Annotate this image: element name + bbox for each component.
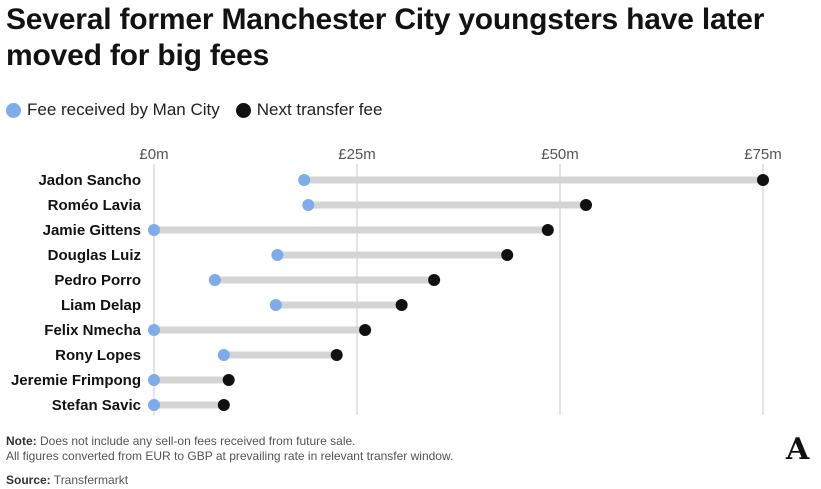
note-text: Does not include any sell-on fees receiv… [36,434,356,448]
next-fee-point [222,374,235,386]
legend-dot-blue [6,102,21,118]
fee-received-point [302,199,315,211]
note-line-2: All figures converted from EUR to GBP at… [6,449,454,463]
footnote: Note: Does not include any sell-on fees … [6,434,453,464]
next-fee-point [757,174,769,186]
chart-legend: Fee received by Man City Next transfer f… [6,98,398,122]
x-tick-label-3: £75m [744,146,782,163]
chart-title: Several former Manchester City youngster… [6,3,765,72]
fee-received-point [208,274,221,286]
legend-dot-black [235,102,251,118]
dumbbell-chart: £0m £25m £50m £75m Jadon Sancho Roméo Lavia Ja… [11,146,782,415]
fee-received-point [148,224,160,236]
row-label: Pedro Porro [54,272,141,289]
legend-label-next-fee: Next transfer fee [256,100,383,119]
row-label: Rony Lopes [55,347,141,364]
source-label: Source: [6,473,51,487]
note-label: Note: [6,434,37,448]
fee-received-point [217,349,230,361]
athletic-logo: A [786,432,810,467]
x-tick-label-2: £50m [541,146,579,163]
legend-label-fee-received: Fee received by Man City [27,100,220,119]
fee-received-point [148,399,160,411]
source: Source: Transfermarkt [6,473,128,487]
row-label: Jeremie Frimpong [11,372,141,389]
fee-received-point [298,174,311,186]
source-text: Transfermarkt [50,473,129,487]
fee-received-point [271,249,284,261]
note-line-1: Note: Does not include any sell-on fees … [6,434,453,449]
row-label: Jamie Gittens [43,222,141,239]
legend-item-fee-received: Fee received by Man City [6,100,220,120]
next-fee-point [428,274,441,286]
next-fee-point [395,299,408,311]
x-tick-label-1: £25m [338,146,376,163]
next-fee-point [501,249,514,261]
row-label: Douglas Luiz [48,247,141,264]
next-fee-point [359,324,372,336]
next-fee-point [330,349,343,361]
row-label: Liam Delap [61,297,141,314]
row-label: Felix Nmecha [44,322,141,339]
next-fee-point [541,224,554,236]
next-fee-point [217,399,230,411]
fee-received-point [148,374,160,386]
fee-received-point [148,324,160,336]
row-label: Stefan Savic [52,397,141,414]
row-label: Jadon Sancho [38,172,141,189]
row-label: Roméo Lavia [48,197,142,214]
fee-received-point [269,299,282,311]
next-fee-point [579,199,592,211]
legend-item-next-fee: Next transfer fee [235,100,383,120]
x-tick-label-0: £0m [139,146,168,163]
